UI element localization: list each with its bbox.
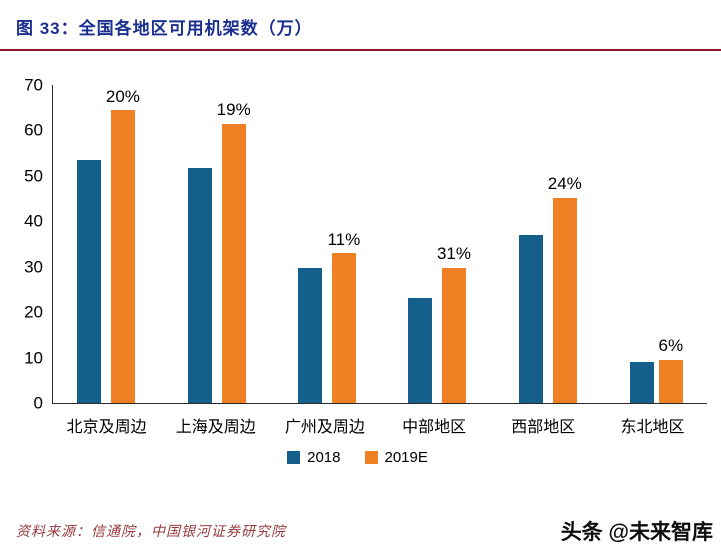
bar-group: 20% [76, 85, 140, 403]
plot-row: 0 10 20 30 40 50 60 70 20% 19% 11% 31% 24% 6% [8, 77, 707, 412]
bar-group: 31% [407, 85, 471, 403]
bar-group: 24% [518, 85, 582, 403]
bar-column: 11% [327, 85, 360, 403]
bar-2019e [331, 253, 356, 403]
growth-label: 11% [327, 229, 361, 249]
growth-label: 24% [547, 174, 582, 194]
bar-column [518, 85, 543, 403]
x-category-label: 东北地区 [620, 419, 685, 436]
x-category-label: 上海及周边 [175, 419, 256, 436]
y-tick-label: 70 [24, 75, 43, 95]
legend: 2018 2019E [8, 449, 707, 466]
legend-label: 2018 [307, 449, 341, 466]
bar-2019e [552, 197, 577, 403]
growth-label: 31% [436, 244, 471, 264]
bar-2019e [221, 123, 246, 403]
x-category-label: 北京及周边 [66, 419, 147, 436]
bar-2019e [110, 110, 135, 403]
bar-2019e [441, 267, 466, 403]
legend-swatch-2018 [287, 451, 301, 464]
growth-label: 20% [105, 86, 140, 106]
plot-area: 20% 19% 11% 31% 24% 6% [52, 85, 707, 404]
bar-column: 24% [548, 85, 582, 403]
bar-column [298, 85, 323, 403]
bar-group: 11% [298, 85, 360, 403]
bar-column [76, 85, 101, 403]
y-tick-label: 0 [33, 393, 43, 413]
x-category-label: 广州及周边 [284, 419, 365, 436]
bar-column: 20% [106, 85, 140, 403]
bar-2018 [187, 168, 212, 403]
bar-group: 19% [187, 85, 251, 403]
y-tick-label: 60 [24, 120, 43, 140]
bar-2018 [76, 159, 101, 403]
bar-chart: 0 10 20 30 40 50 60 70 20% 19% 11% 31% 24% 6% 北京及周边 上… [8, 77, 707, 466]
bar-column [407, 85, 432, 403]
bar-2018 [407, 298, 432, 403]
chart-header: 图 33：全国各地区可用机架数（万） [0, 0, 721, 49]
legend-item-2019e: 2019E [364, 449, 428, 466]
bar-column [629, 85, 654, 403]
title-underline [0, 49, 721, 51]
bar-column: 31% [437, 85, 471, 403]
bar-column: 6% [658, 85, 684, 403]
x-category-label: 西部地区 [511, 419, 576, 436]
bar-2018 [298, 268, 323, 403]
watermark: 头条 @未来智库 [560, 521, 713, 544]
bar-column: 19% [217, 85, 251, 403]
chart-title: 图 33：全国各地区可用机架数（万） [16, 19, 313, 38]
y-tick-label: 40 [24, 211, 43, 231]
y-tick-label: 10 [24, 348, 43, 368]
legend-item-2018: 2018 [287, 449, 341, 466]
legend-label: 2019E [384, 449, 428, 466]
source-note: 资料来源：信通院，中国银河证券研究院 [16, 525, 286, 540]
growth-label: 19% [216, 100, 251, 120]
y-axis: 0 10 20 30 40 50 60 70 [8, 77, 52, 412]
bar-group: 6% [629, 85, 684, 403]
bar-column [187, 85, 212, 403]
legend-swatch-2019e [364, 451, 378, 464]
bar-2018 [629, 362, 654, 403]
y-tick-label: 30 [24, 257, 43, 277]
y-tick-label: 50 [24, 166, 43, 186]
x-axis: 北京及周边 上海及周边 广州及周边 中部地区 西部地区 东北地区 [52, 404, 707, 437]
bar-2018 [518, 234, 543, 403]
bar-2019e [658, 359, 683, 403]
y-tick-label: 20 [24, 302, 43, 322]
growth-label: 6% [658, 336, 684, 356]
x-category-label: 中部地区 [402, 419, 467, 436]
